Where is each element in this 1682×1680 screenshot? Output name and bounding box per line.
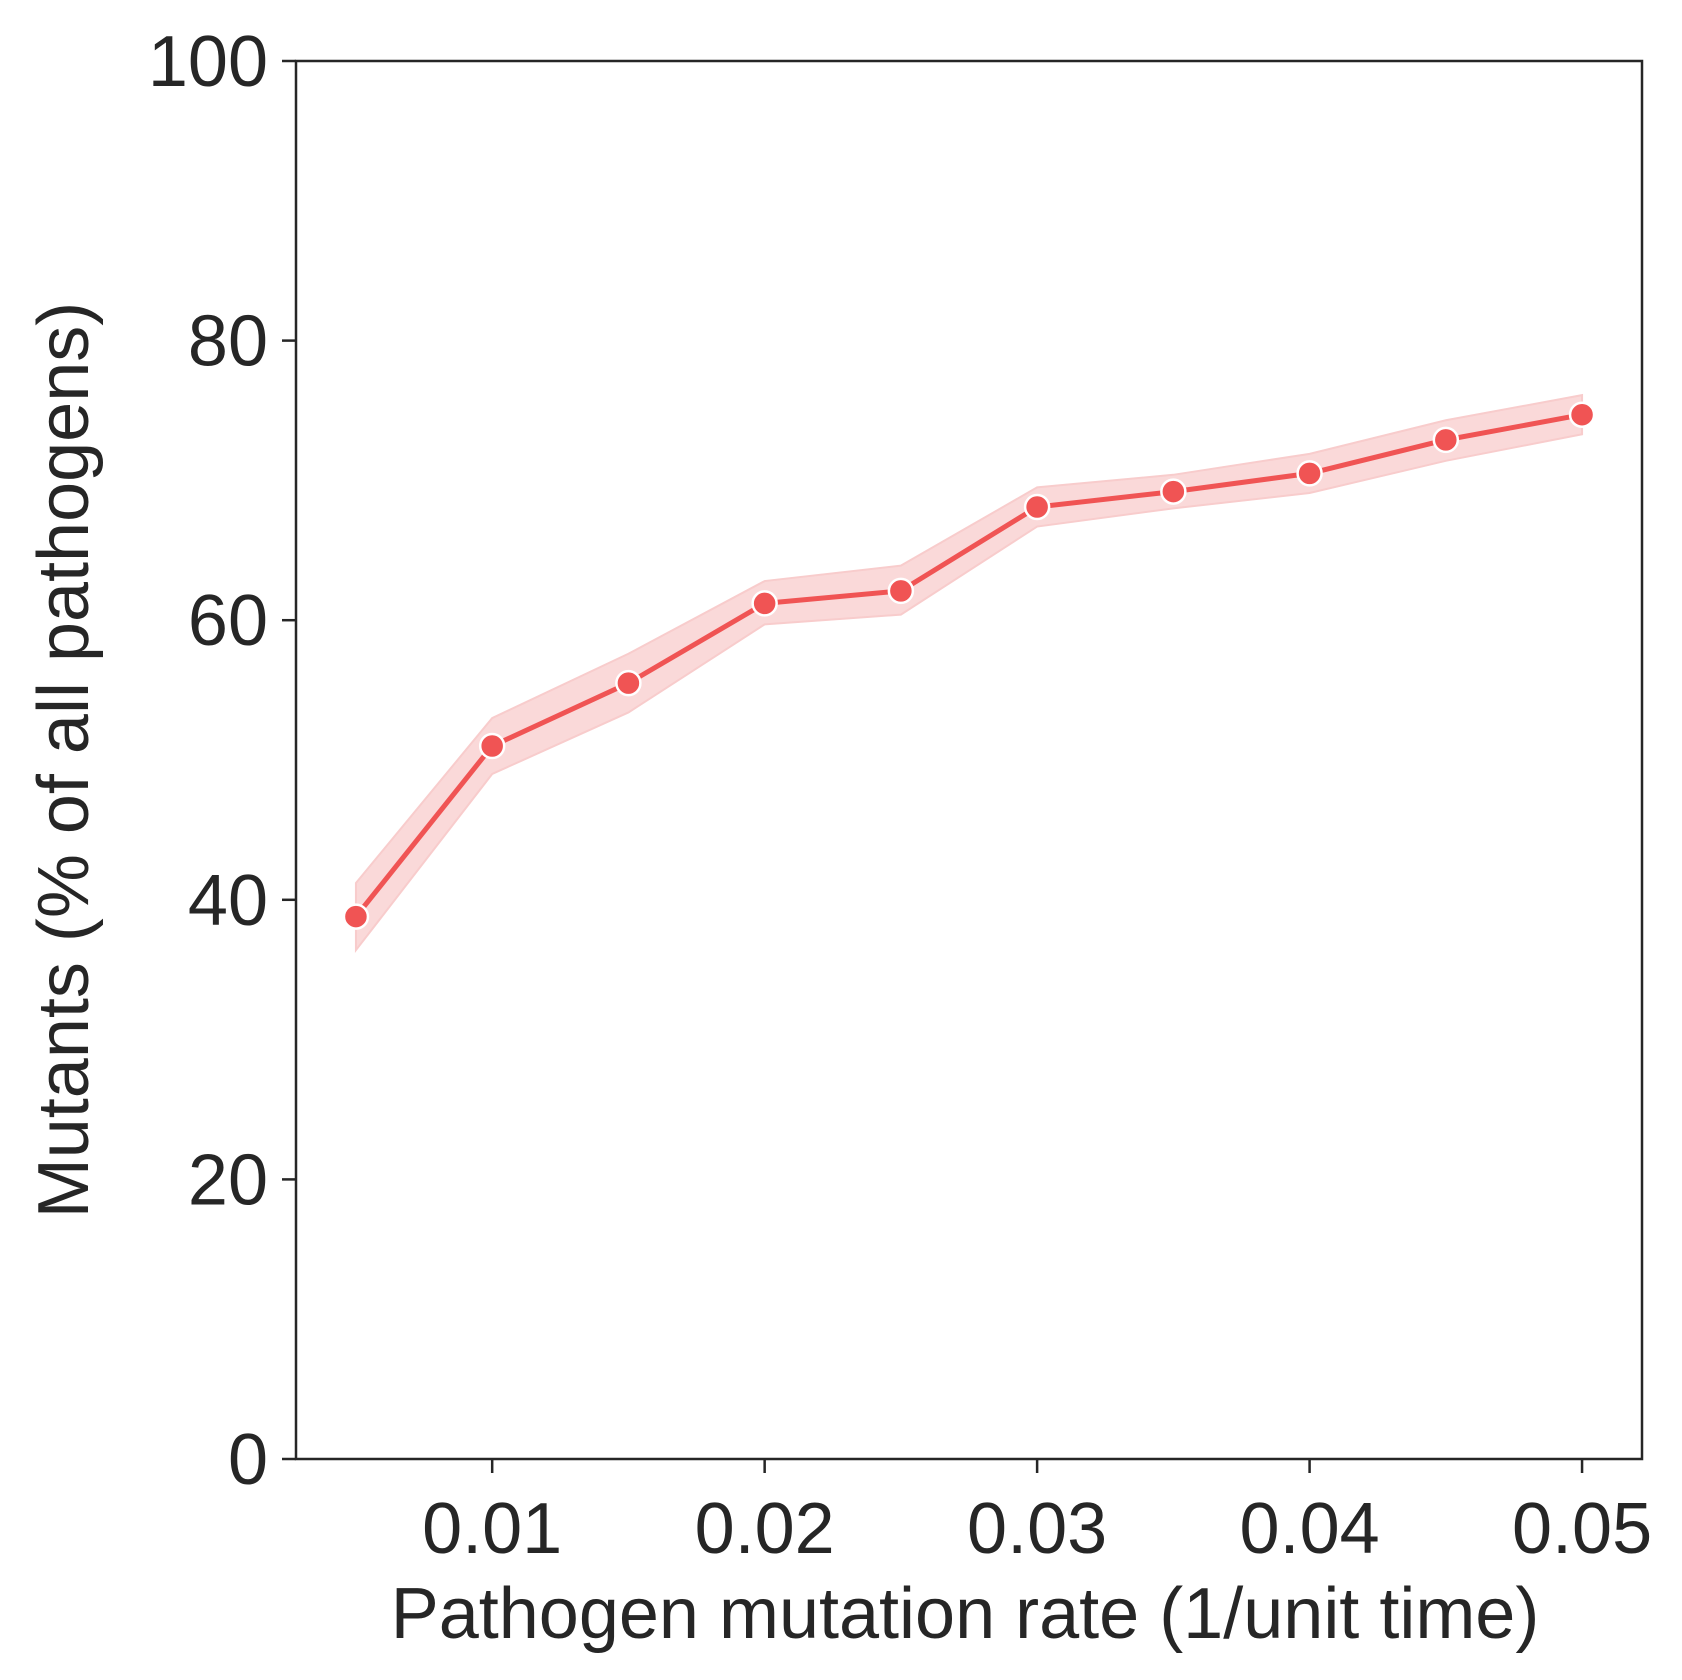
data-point [478, 732, 506, 760]
x-axis-ticks: 0.01 0.02 0.03 0.04 0.05 [422, 1459, 1652, 1569]
y-tick-label: 20 [188, 1140, 268, 1220]
x-tick-label: 0.05 [1512, 1489, 1652, 1569]
data-point [342, 903, 370, 930]
data-point-layer [342, 401, 1596, 930]
data-point [1432, 426, 1460, 454]
confidence-band-layer [354, 393, 1584, 954]
data-point [1296, 460, 1323, 487]
series-line-layer [353, 412, 1583, 919]
y-tick-label: 80 [188, 302, 268, 382]
data-point [1023, 493, 1051, 521]
x-tick-label: 0.04 [1240, 1489, 1380, 1569]
data-point [751, 590, 778, 617]
data-point [615, 669, 642, 697]
data-point [887, 577, 915, 605]
series-line [353, 412, 1583, 919]
x-tick-label: 0.02 [695, 1489, 835, 1569]
y-tick-label: 100 [148, 22, 268, 102]
x-axis-label: Pathogen mutation rate (1/unit time) [391, 1574, 1540, 1654]
data-point [1568, 401, 1596, 428]
data-point [1160, 478, 1187, 505]
y-axis-ticks: 0 20 40 60 80 100 [148, 22, 296, 1500]
x-tick-label: 0.03 [967, 1489, 1107, 1569]
y-tick-label: 40 [188, 861, 268, 941]
x-tick-label: 0.01 [422, 1489, 562, 1569]
y-tick-label: 60 [188, 581, 268, 661]
plot-frame [294, 59, 1644, 1461]
y-tick-label: 0 [228, 1420, 268, 1500]
y-axis-label: Mutants (% of all pathogens) [24, 302, 104, 1219]
confidence-band [354, 393, 1584, 954]
